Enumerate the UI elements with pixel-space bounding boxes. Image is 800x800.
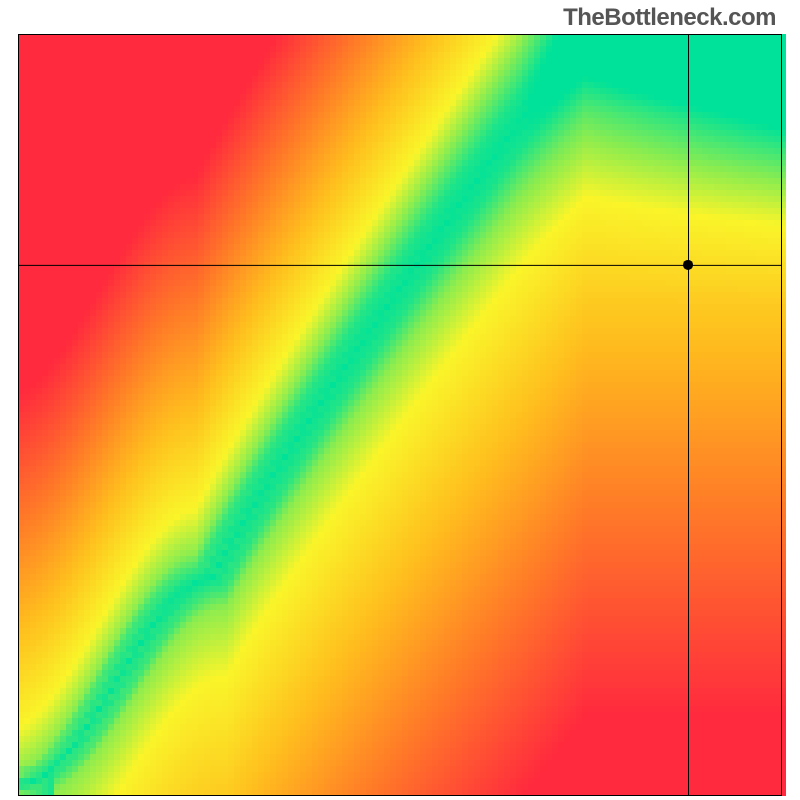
watermark-text: TheBottleneck.com [563,4,776,32]
bottleneck-heatmap [0,0,800,800]
